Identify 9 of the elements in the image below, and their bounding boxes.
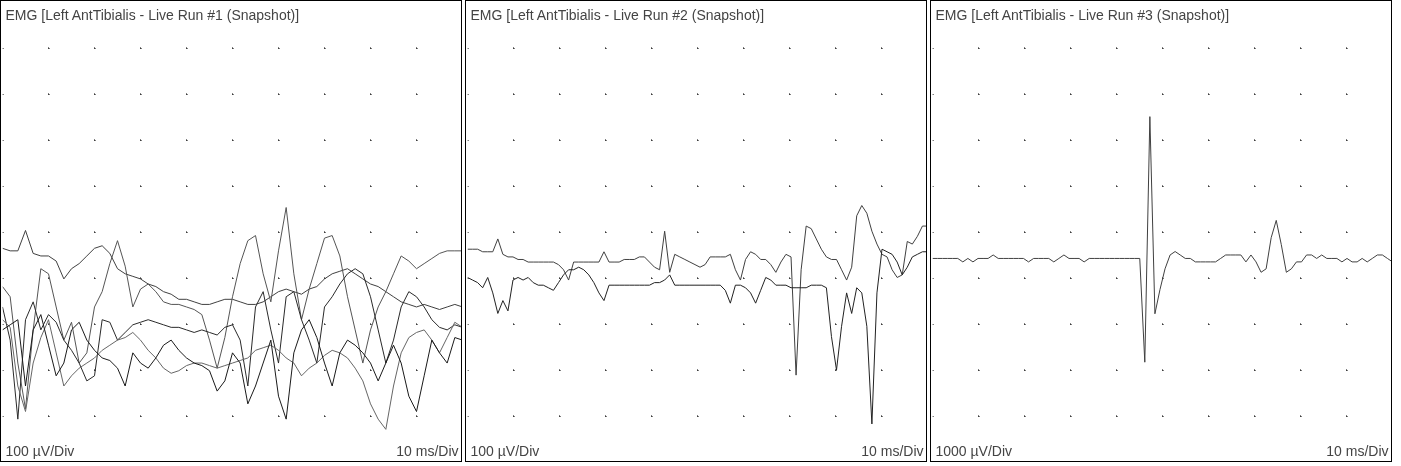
- annotation: 10 ms/Div: [396, 442, 459, 459]
- chart-title: EMG [Left AntTibialis - Live Run #3 (Snapshot)]: [935, 6, 1230, 23]
- annotation: 10 ms/Div: [1326, 442, 1389, 459]
- chart-title: EMG [Left AntTibialis - Live Run #1 (Snapshot)]: [5, 6, 300, 23]
- annotation: 100 µV/Div: [470, 442, 540, 459]
- annotation: 10 ms/Div: [861, 442, 924, 459]
- chart-title: EMG [Left AntTibialis - Live Run #2 (Snapshot)]: [470, 6, 765, 23]
- annotation: 1000 µV/Div: [935, 442, 1013, 459]
- annotation: 100 µV/Div: [5, 442, 75, 459]
